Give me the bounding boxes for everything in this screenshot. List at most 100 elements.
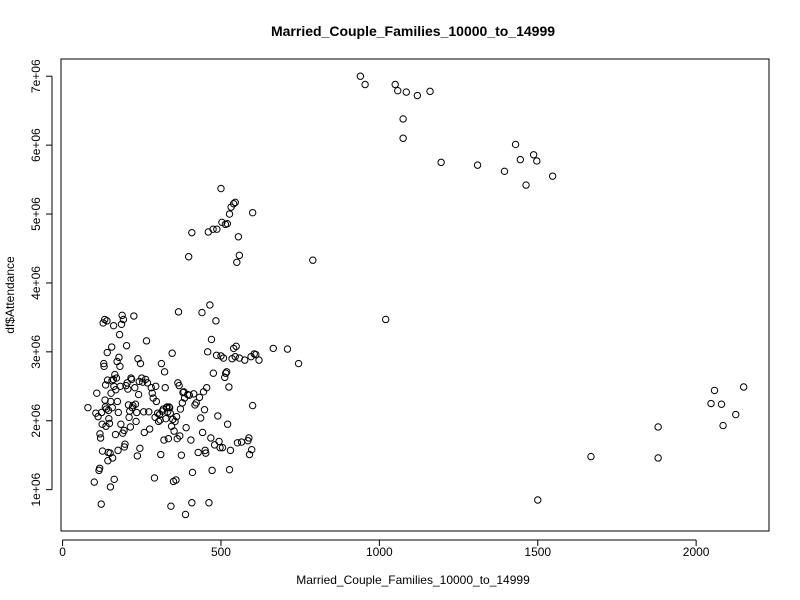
data-point bbox=[99, 319, 107, 327]
data-point bbox=[225, 383, 233, 391]
data-point bbox=[113, 397, 122, 406]
data-point bbox=[717, 400, 726, 408]
data-point bbox=[100, 362, 108, 371]
data-point bbox=[252, 350, 260, 359]
data-point bbox=[96, 430, 104, 438]
data-point bbox=[245, 450, 254, 459]
data-point bbox=[402, 88, 410, 96]
data-point bbox=[209, 369, 218, 377]
data-points bbox=[84, 72, 748, 519]
y-tick-label: 6e+06 bbox=[29, 128, 43, 162]
data-point bbox=[145, 425, 154, 433]
data-point bbox=[120, 426, 128, 435]
data-point bbox=[142, 337, 151, 345]
data-point bbox=[196, 414, 205, 422]
data-point bbox=[150, 474, 159, 482]
x-tick-label: 1500 bbox=[524, 545, 551, 559]
x-tick-label: 500 bbox=[211, 545, 231, 559]
data-point bbox=[185, 391, 193, 399]
data-point bbox=[181, 510, 190, 519]
data-point bbox=[165, 403, 174, 412]
y-tick-label: 2e+06 bbox=[29, 404, 43, 438]
data-point bbox=[162, 414, 170, 423]
data-point bbox=[143, 379, 152, 387]
data-point bbox=[399, 115, 407, 123]
data-point bbox=[283, 345, 292, 353]
data-point bbox=[206, 301, 214, 309]
data-point bbox=[111, 370, 119, 379]
data-point bbox=[105, 419, 114, 428]
chart-title: Married_Couple_Families_10000_to_14999 bbox=[271, 23, 555, 39]
data-point bbox=[121, 440, 129, 448]
data-point bbox=[191, 401, 199, 409]
data-point bbox=[214, 412, 222, 420]
data-point bbox=[138, 374, 146, 382]
data-point bbox=[226, 446, 235, 455]
data-point bbox=[109, 321, 118, 330]
data-point bbox=[152, 382, 160, 390]
data-point bbox=[130, 312, 138, 320]
data-point bbox=[97, 500, 105, 508]
y-axis-label: df$Attendance bbox=[3, 256, 17, 334]
data-point bbox=[131, 383, 139, 392]
data-point bbox=[394, 86, 402, 95]
data-point bbox=[225, 465, 234, 474]
data-point bbox=[235, 251, 244, 260]
data-point bbox=[100, 359, 108, 368]
data-point bbox=[184, 253, 193, 261]
data-point bbox=[115, 353, 123, 362]
data-point bbox=[187, 436, 195, 444]
data-point bbox=[222, 369, 230, 377]
data-point bbox=[107, 343, 116, 351]
data-point bbox=[255, 356, 263, 364]
data-point bbox=[212, 317, 220, 325]
data-point bbox=[108, 454, 117, 462]
data-point bbox=[154, 417, 163, 426]
data-point bbox=[233, 258, 241, 266]
data-point bbox=[134, 390, 143, 399]
data-point bbox=[391, 80, 399, 89]
y-tick-label: 5e+06 bbox=[29, 197, 43, 231]
data-point bbox=[118, 311, 126, 320]
data-point bbox=[248, 401, 257, 410]
data-point bbox=[194, 448, 202, 457]
data-point bbox=[174, 308, 183, 316]
data-point bbox=[122, 341, 131, 350]
data-point bbox=[172, 476, 180, 484]
data-point bbox=[195, 393, 204, 402]
data-point bbox=[175, 381, 183, 390]
data-point bbox=[203, 348, 212, 356]
data-point bbox=[160, 436, 168, 444]
data-point bbox=[732, 410, 740, 419]
data-point bbox=[529, 151, 538, 159]
data-point bbox=[172, 412, 181, 421]
data-point bbox=[719, 421, 727, 430]
data-point bbox=[217, 352, 225, 360]
data-point bbox=[114, 446, 122, 455]
data-point bbox=[212, 351, 221, 359]
x-tick-label: 1000 bbox=[366, 545, 393, 559]
data-point bbox=[654, 423, 662, 431]
data-point bbox=[203, 383, 211, 392]
data-point bbox=[133, 408, 141, 417]
data-point bbox=[131, 400, 140, 408]
data-point bbox=[534, 496, 542, 504]
data-point bbox=[248, 208, 257, 217]
data-point bbox=[105, 414, 113, 423]
data-point bbox=[113, 357, 121, 366]
data-point bbox=[176, 405, 185, 413]
data-point bbox=[587, 452, 595, 461]
data-point bbox=[101, 381, 110, 389]
data-point bbox=[177, 451, 186, 459]
data-point bbox=[205, 499, 213, 507]
data-point bbox=[217, 184, 225, 193]
data-point bbox=[108, 403, 117, 412]
y-tick-label: 1e+06 bbox=[29, 472, 43, 506]
data-point bbox=[237, 438, 246, 446]
data-point bbox=[202, 449, 210, 457]
data-point bbox=[152, 397, 161, 406]
data-point bbox=[161, 383, 169, 392]
data-point bbox=[188, 468, 197, 477]
data-point bbox=[231, 198, 239, 207]
data-point bbox=[145, 408, 153, 416]
